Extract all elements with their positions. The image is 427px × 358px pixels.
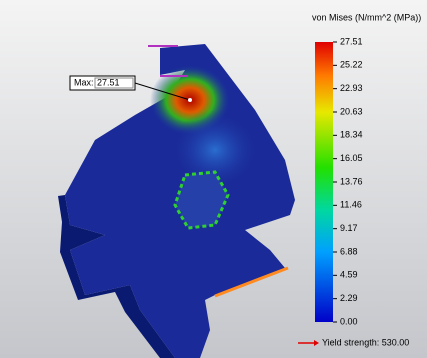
legend-tick-label: 11.46	[340, 200, 362, 210]
probe-point	[188, 98, 192, 102]
legend-tick-label: 27.51	[340, 36, 363, 46]
legend-tick-label: 0.00	[340, 316, 358, 326]
legend-tick-label: 13.76	[340, 176, 363, 186]
legend-tick-label: 4.59	[340, 270, 358, 280]
probe-value: 27.51	[97, 77, 120, 87]
fea-view: Max: 27.51 von Mises (N/mm^2 (MPa)) 27.5…	[0, 0, 427, 358]
probe-label: Max:	[74, 77, 94, 87]
legend-tick-label: 16.05	[340, 153, 363, 163]
color-bar	[315, 42, 333, 322]
legend-tick-label: 9.17	[340, 223, 358, 233]
page: Max: 27.51 von Mises (N/mm^2 (MPa)) 27.5…	[0, 0, 427, 358]
legend-tick-label: 18.34	[340, 130, 363, 140]
legend-tick-label: 2.29	[340, 293, 358, 303]
yield-label: Yield strength: 530.00	[322, 337, 409, 347]
legend-tick-label: 6.88	[340, 246, 358, 256]
legend-tick-label: 20.63	[340, 106, 363, 116]
legend-title: von Mises (N/mm^2 (MPa))	[312, 12, 421, 22]
legend-tick-label: 22.93	[340, 83, 363, 93]
legend-tick-label: 25.22	[340, 60, 363, 70]
